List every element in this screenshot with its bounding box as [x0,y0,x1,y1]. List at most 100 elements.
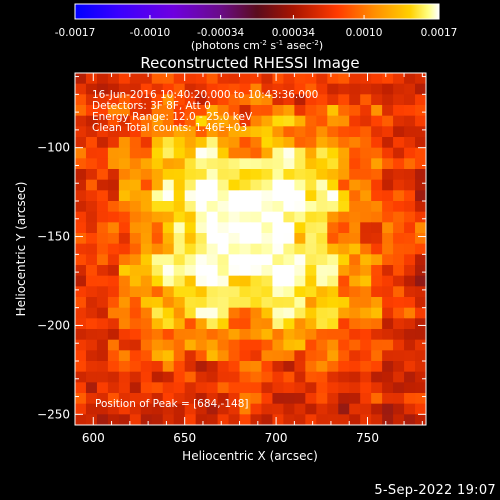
heatmap-cell [305,382,317,394]
heatmap-cell [85,393,98,405]
heatmap-cell [371,137,383,149]
heatmap-cell [129,265,142,277]
heatmap-cell [382,201,394,213]
heatmap-cell [338,73,350,85]
heatmap-cell [261,233,274,245]
heatmap-cell [338,254,350,266]
heatmap-cell [184,137,197,149]
heatmap-cell [118,243,131,255]
heatmap-cell [173,179,186,191]
heatmap-cell [349,329,361,341]
heatmap-cell [327,414,339,425]
heatmap-cell [75,105,87,117]
heatmap-cell [228,73,241,85]
heatmap-cell [118,339,131,351]
heatmap-cell [85,286,98,298]
heatmap-cell [107,137,120,149]
heatmap-cell [338,147,350,159]
heatmap-cell [360,414,372,425]
heatmap-cell [96,169,109,181]
heatmap-cell [228,275,241,287]
heatmap-cell [140,382,153,394]
heatmap-cell [415,105,426,117]
heatmap-cell [140,105,153,117]
heatmap-cell [404,179,416,191]
heatmap-cell [404,83,416,95]
heatmap-cell [239,190,252,202]
heatmap-cell [184,414,197,425]
heatmap-cell [349,94,361,106]
heatmap-cell [305,350,317,362]
heatmap-cell [129,222,142,234]
heatmap-cell [140,350,153,362]
colorbar-units-label: (photons cm-2 s-1 asec-2) [191,39,323,52]
heatmap-cell [206,147,219,159]
heatmap-cell [316,393,328,405]
heatmap-cell [173,275,186,287]
heatmap-cell [151,329,164,341]
heatmap-cell [140,361,153,373]
heatmap-cell [338,201,350,213]
heatmap-cell [283,201,295,213]
heatmap-cell [261,339,274,351]
heatmap-cell [305,403,317,415]
heatmap-cell [404,105,416,117]
heatmap-cell [316,137,328,149]
heatmap-cell [184,254,197,266]
heatmap-cell [184,222,197,234]
heatmap-cell [195,137,208,149]
heatmap-cell [107,275,120,287]
heatmap-cell [129,382,142,394]
heatmap-cell [129,371,142,383]
heatmap-cell [107,382,120,394]
heatmap-cell [75,158,87,170]
heatmap-cell [371,222,383,234]
heatmap-cell [107,297,120,309]
heatmap-cell [217,137,230,149]
heatmap-cell [96,350,109,362]
heatmap-cell [294,254,306,266]
heatmap-cell [360,403,372,415]
heatmap-cell [162,414,175,425]
heatmap-cell [206,393,219,405]
heatmap-cell [382,243,394,255]
heatmap-cell [75,382,87,394]
heatmap-cell [272,382,285,394]
heatmap-cell [85,243,98,255]
heatmap-cell [294,393,306,405]
heatmap-cell [283,179,295,191]
heatmap-cell [283,286,295,298]
heatmap-cell [151,403,164,415]
heatmap-cell [239,158,252,170]
heatmap-cell [316,382,328,394]
heatmap-cell [360,179,372,191]
heatmap-cell [393,339,405,351]
axes: 600 650 700 750 −100 −150 −200 −250 [37,73,426,445]
heatmap-cell [118,318,131,330]
heatmap-cell [316,307,328,319]
heatmap-cell [261,275,274,287]
heatmap-cell [316,361,328,373]
heatmap-cell [107,83,120,95]
heatmap-cell [85,222,98,234]
heatmap-cell [349,393,361,405]
heatmap-cell [250,73,263,85]
heatmap-cell [272,371,285,383]
heatmap-cell [294,307,306,319]
heatmap-cell [371,350,383,362]
colorbar-tick-label: -0.0017 [55,27,96,39]
heatmap-cell [85,126,98,138]
heatmap-cell [338,297,350,309]
heatmap-cell [272,318,285,330]
heatmap-cell [382,350,394,362]
heatmap-cell [404,403,416,415]
heatmap-cell [162,190,175,202]
heatmap-cell [360,329,372,341]
heatmap-cell [96,371,109,383]
heatmap-cell [107,233,120,245]
heatmap-cell [349,179,361,191]
heatmap-cell [349,222,361,234]
heatmap-cell [327,275,339,287]
heatmap-cell [316,158,328,170]
heatmap-cell [228,265,241,277]
